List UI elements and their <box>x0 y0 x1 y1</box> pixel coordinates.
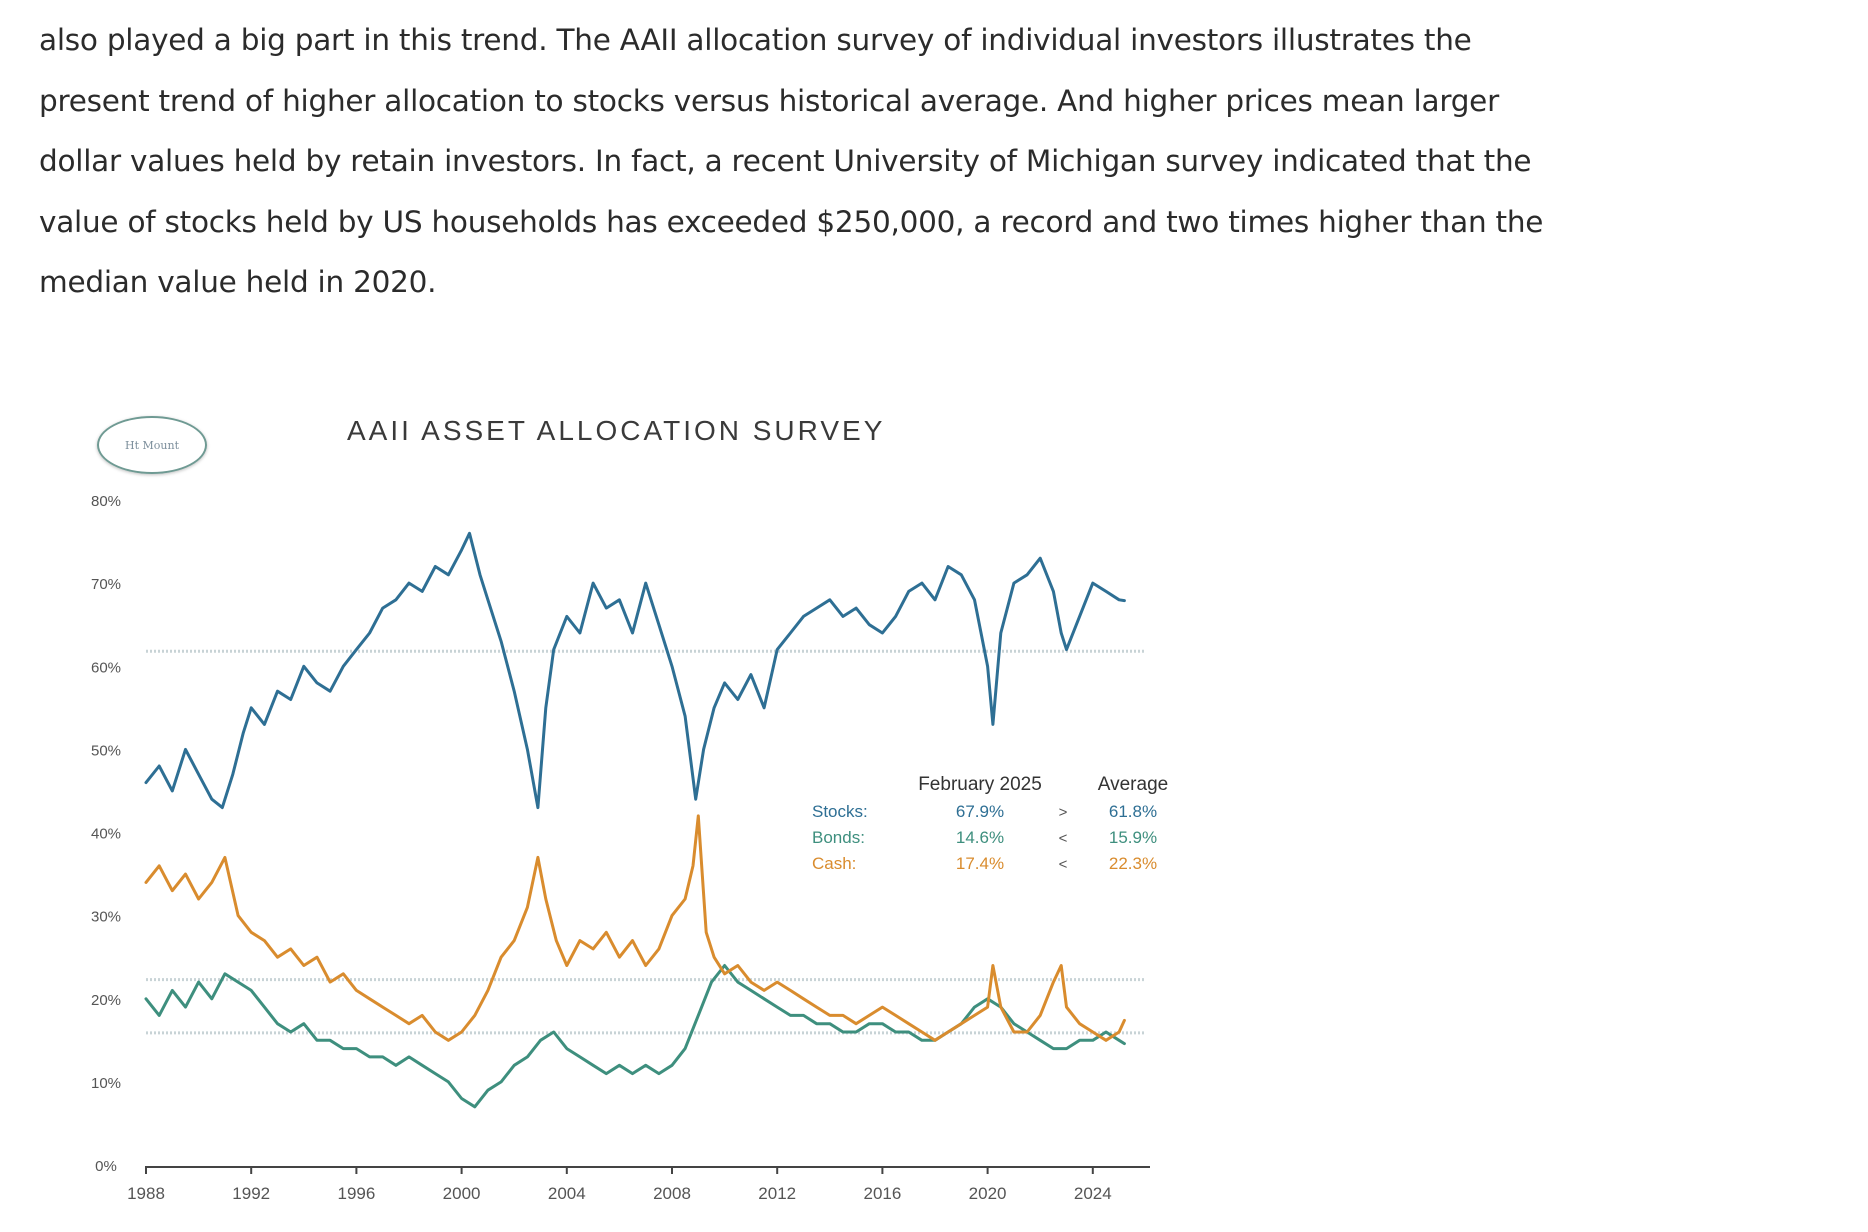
x-tick-label: 1996 <box>337 1184 375 1203</box>
article-text: also played a big part in this trend. Th… <box>39 10 1599 313</box>
legend-header-february: February 2025 <box>918 774 1042 795</box>
y-tick-label: 20% <box>91 992 121 1009</box>
legend-row-average-value: 61.8% <box>1109 802 1157 821</box>
allocation-chart: AAII ASSET ALLOCATION SURVEY 0% 10% 20% 30%… <box>91 415 1168 1203</box>
x-tick-label: 2016 <box>863 1184 901 1203</box>
y-tick-label: 40% <box>91 826 121 843</box>
legend-row-comparison: < <box>1059 856 1068 873</box>
x-tick-label: 1992 <box>232 1184 270 1203</box>
article-line-5: median value held in 2020. <box>39 265 437 299</box>
article-line-2: present trend of higher allocation to st… <box>39 83 1499 118</box>
legend-row-label: Stocks: <box>812 802 868 821</box>
allocation-survey-figure: Ht Mount AAII ASSET ALLOCATION SURVEY 0%… <box>70 400 1210 1220</box>
legend-row-february-value: 67.9% <box>956 802 1004 821</box>
y-tick-label: 60% <box>91 659 121 676</box>
series-line-cash <box>144 814 1126 1042</box>
x-tick-label: 1988 <box>127 1184 165 1203</box>
logo-text: Ht Mount <box>125 438 179 452</box>
x-tick-label: 2020 <box>969 1184 1007 1203</box>
legend-row-label: Bonds: <box>812 828 865 847</box>
x-tick-label: 2004 <box>548 1184 586 1203</box>
legend-row-february-value: 17.4% <box>956 854 1004 873</box>
chart-title: AAII ASSET ALLOCATION SURVEY <box>347 415 885 446</box>
x-tick-label: 2024 <box>1074 1184 1112 1203</box>
article-line-3: dollar values held by retain investors. … <box>39 144 1532 178</box>
x-tick-label: 2008 <box>653 1184 691 1203</box>
legend-row-comparison: > <box>1059 804 1068 821</box>
legend-row-february-value: 14.6% <box>956 828 1004 847</box>
x-tick-label: 2000 <box>443 1184 481 1203</box>
company-logo: Ht Mount <box>97 416 207 474</box>
y-tick-label: 80% <box>91 493 121 510</box>
y-tick-label: 30% <box>91 909 121 926</box>
y-tick-label: 70% <box>91 576 121 593</box>
article-line-4: value of stocks held by US households ha… <box>39 204 1544 239</box>
y-tick-label: 10% <box>91 1075 121 1092</box>
article-line-1: also played a big part in this trend. Th… <box>39 23 1472 57</box>
y-tick-label: 0% <box>95 1158 117 1175</box>
legend-row-average-value: 22.3% <box>1109 854 1157 873</box>
series-line-bonds <box>144 964 1126 1109</box>
legend-header-average: Average <box>1098 774 1168 795</box>
legend-row-average-value: 15.9% <box>1109 828 1157 847</box>
series-line-stocks <box>144 531 1126 810</box>
y-tick-label: 50% <box>91 742 121 759</box>
legend-row-label: Cash: <box>812 854 856 873</box>
x-tick-label: 2012 <box>758 1184 796 1203</box>
legend-row-comparison: < <box>1059 830 1068 847</box>
